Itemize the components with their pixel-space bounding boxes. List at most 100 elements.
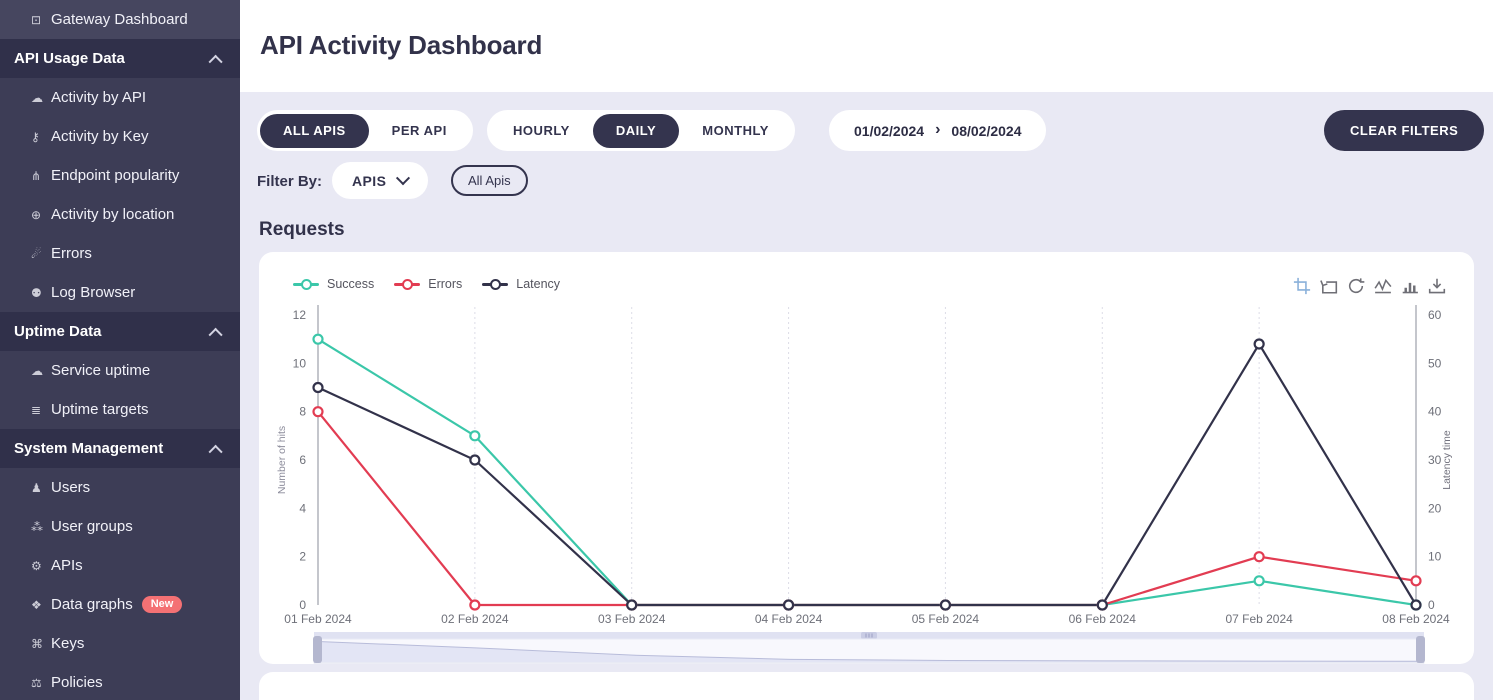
series-line-latency [317,341,1417,607]
bar-chart-icon[interactable] [1401,277,1419,295]
data-point-latency[interactable] [939,599,952,611]
tab-monthly[interactable]: MONTHLY [679,114,792,148]
svg-text:03 Feb 2024: 03 Feb 2024 [598,612,666,626]
legend-ring [301,278,312,290]
data-point-latency[interactable] [469,454,481,466]
sidebar-item-keys[interactable]: ⌘ Keys [0,624,240,663]
sidebar-item-gateway-dashboard[interactable]: ⊡ Gateway Dashboard [0,0,240,39]
sidebar-item-user-groups[interactable]: ⁂ User groups [0,507,240,546]
legend-item-errors[interactable]: Errors [394,277,462,291]
svg-text:30: 30 [1428,453,1442,467]
line-chart-icon[interactable] [1374,277,1392,295]
sidebar-section-label: API Usage Data [14,50,125,67]
user-icon: ♟ [31,480,42,495]
sidebar-item-activity-by-location[interactable]: ⊕ Activity by location [0,195,240,234]
data-point-latency[interactable] [782,599,795,611]
granularity-tabs: HOURLY DAILY MONTHLY [487,110,795,151]
chevron-right-icon: › [935,120,941,138]
svg-text:60: 60 [1428,308,1442,322]
sidebar-item-uptime-targets[interactable]: ≣ Uptime targets [0,390,240,429]
series-line-success [317,338,1417,607]
tab-hourly[interactable]: HOURLY [490,114,593,148]
requests-chart[interactable]: 0 2 4 6 8 10 12 0 10 20 30 40 50 60 01 Feb 2024 02 Feb … [259,252,1474,664]
sidebar-item-label: Log Browser [51,284,136,301]
sidebar-item-label: APIs [51,557,83,574]
sidebar-item-data-graphs[interactable]: ❖ Data graphs New [0,585,240,624]
sidebar-item-label: Activity by API [51,89,147,106]
tab-all-apis[interactable]: ALL APIS [260,113,369,148]
legend-item-latency[interactable]: Latency [482,277,560,291]
data-point-errors[interactable] [469,599,481,611]
zoom-select-icon[interactable] [1293,277,1311,295]
sidebar-item-label: Data graphs [51,596,133,613]
sidebar-section-api-usage-data[interactable]: API Usage Data [0,39,240,78]
date-range-picker[interactable]: 01/02/2024 › 08/02/2024 [829,110,1047,151]
svg-text:0: 0 [299,598,306,612]
legend-marker-icon [293,278,319,290]
data-point-errors[interactable] [312,406,324,418]
data-point-errors[interactable] [1410,575,1422,587]
svg-text:06 Feb 2024: 06 Feb 2024 [1069,612,1137,626]
sidebar-section-system-management[interactable]: System Management [0,429,240,468]
data-point-latency[interactable] [312,381,324,394]
svg-text:02 Feb 2024: 02 Feb 2024 [441,612,509,626]
datazoom-right-handle[interactable] [1416,636,1425,663]
sidebar-item-log-browser[interactable]: ⚉ Log Browser [0,273,240,312]
legend-ring [490,278,502,290]
sidebar-item-label: Gateway Dashboard [51,11,188,28]
svg-text:01 Feb 2024: 01 Feb 2024 [284,612,352,626]
page-header: API Activity Dashboard [240,0,1493,92]
chevron-down-icon [396,170,411,185]
legend-marker-icon [394,278,421,290]
clear-filters-button[interactable]: CLEAR FILTERS [1324,110,1485,151]
download-icon[interactable] [1428,277,1446,295]
data-point-latency[interactable] [1253,338,1265,350]
svg-text:08 Feb 2024: 08 Feb 2024 [1382,612,1450,626]
legend-ring [402,278,414,290]
data-point-errors[interactable] [1253,551,1265,563]
sidebar-item-label: Endpoint popularity [51,167,180,184]
monitor-icon: ⊡ [31,12,42,27]
sidebar-item-service-uptime[interactable]: ☁ Service uptime [0,351,240,390]
data-point-success[interactable] [312,333,324,345]
svg-text:8: 8 [299,405,306,419]
restore-icon[interactable] [1347,277,1365,295]
chevron-up-icon [208,444,223,459]
bug-icon: ⚉ [31,285,42,300]
legend-label: Errors [428,277,463,291]
data-point-latency[interactable] [1410,599,1422,611]
data-point-success[interactable] [469,430,481,442]
list-icon: ≣ [31,402,42,417]
sidebar-item-activity-by-key[interactable]: ⚷ Activity by Key [0,117,240,156]
zoom-reset-icon[interactable] [1320,277,1338,295]
sidebar-section-uptime-data[interactable]: Uptime Data [0,312,240,351]
apis-dropdown[interactable]: APIS [332,162,429,199]
sidebar-item-activity-by-api[interactable]: ☁ Activity by API [0,78,240,117]
sidebar-item-errors[interactable]: ☄ Errors [0,234,240,273]
sidebar-item-label: Policies [51,674,103,691]
chevron-up-icon [208,327,223,342]
data-point-latency[interactable] [626,599,638,611]
data-point-latency[interactable] [1096,599,1108,611]
series-line-errors [317,410,1417,607]
sidebar-item-endpoint-popularity[interactable]: ⋔ Endpoint popularity [0,156,240,195]
svg-text:0: 0 [1428,598,1435,612]
sidebar-item-apis[interactable]: ⚙ APIs [0,546,240,585]
globe-icon: ⊕ [31,207,42,222]
sidebar-item-users[interactable]: ♟ Users [0,468,240,507]
data-point-success[interactable] [1253,575,1265,587]
legend-item-success[interactable]: Success [293,277,374,291]
datazoom-left-handle[interactable] [313,636,322,663]
all-apis-chip[interactable]: All Apis [451,165,528,196]
tab-per-api[interactable]: PER API [369,114,470,148]
fork-icon: ⋔ [31,168,42,183]
tab-daily[interactable]: DAILY [592,113,680,148]
shield-icon: ⚖ [31,675,42,690]
svg-text:05 Feb 2024: 05 Feb 2024 [912,612,980,626]
sidebar-item-label: Activity by location [51,206,175,223]
sidebar-item-policies[interactable]: ⚖ Policies [0,663,240,700]
date-from: 01/02/2024 [854,122,925,139]
sidebar-item-label: Service uptime [51,362,151,379]
sidebar-item-label: Uptime targets [51,401,149,418]
section-title: Requests [259,219,345,240]
